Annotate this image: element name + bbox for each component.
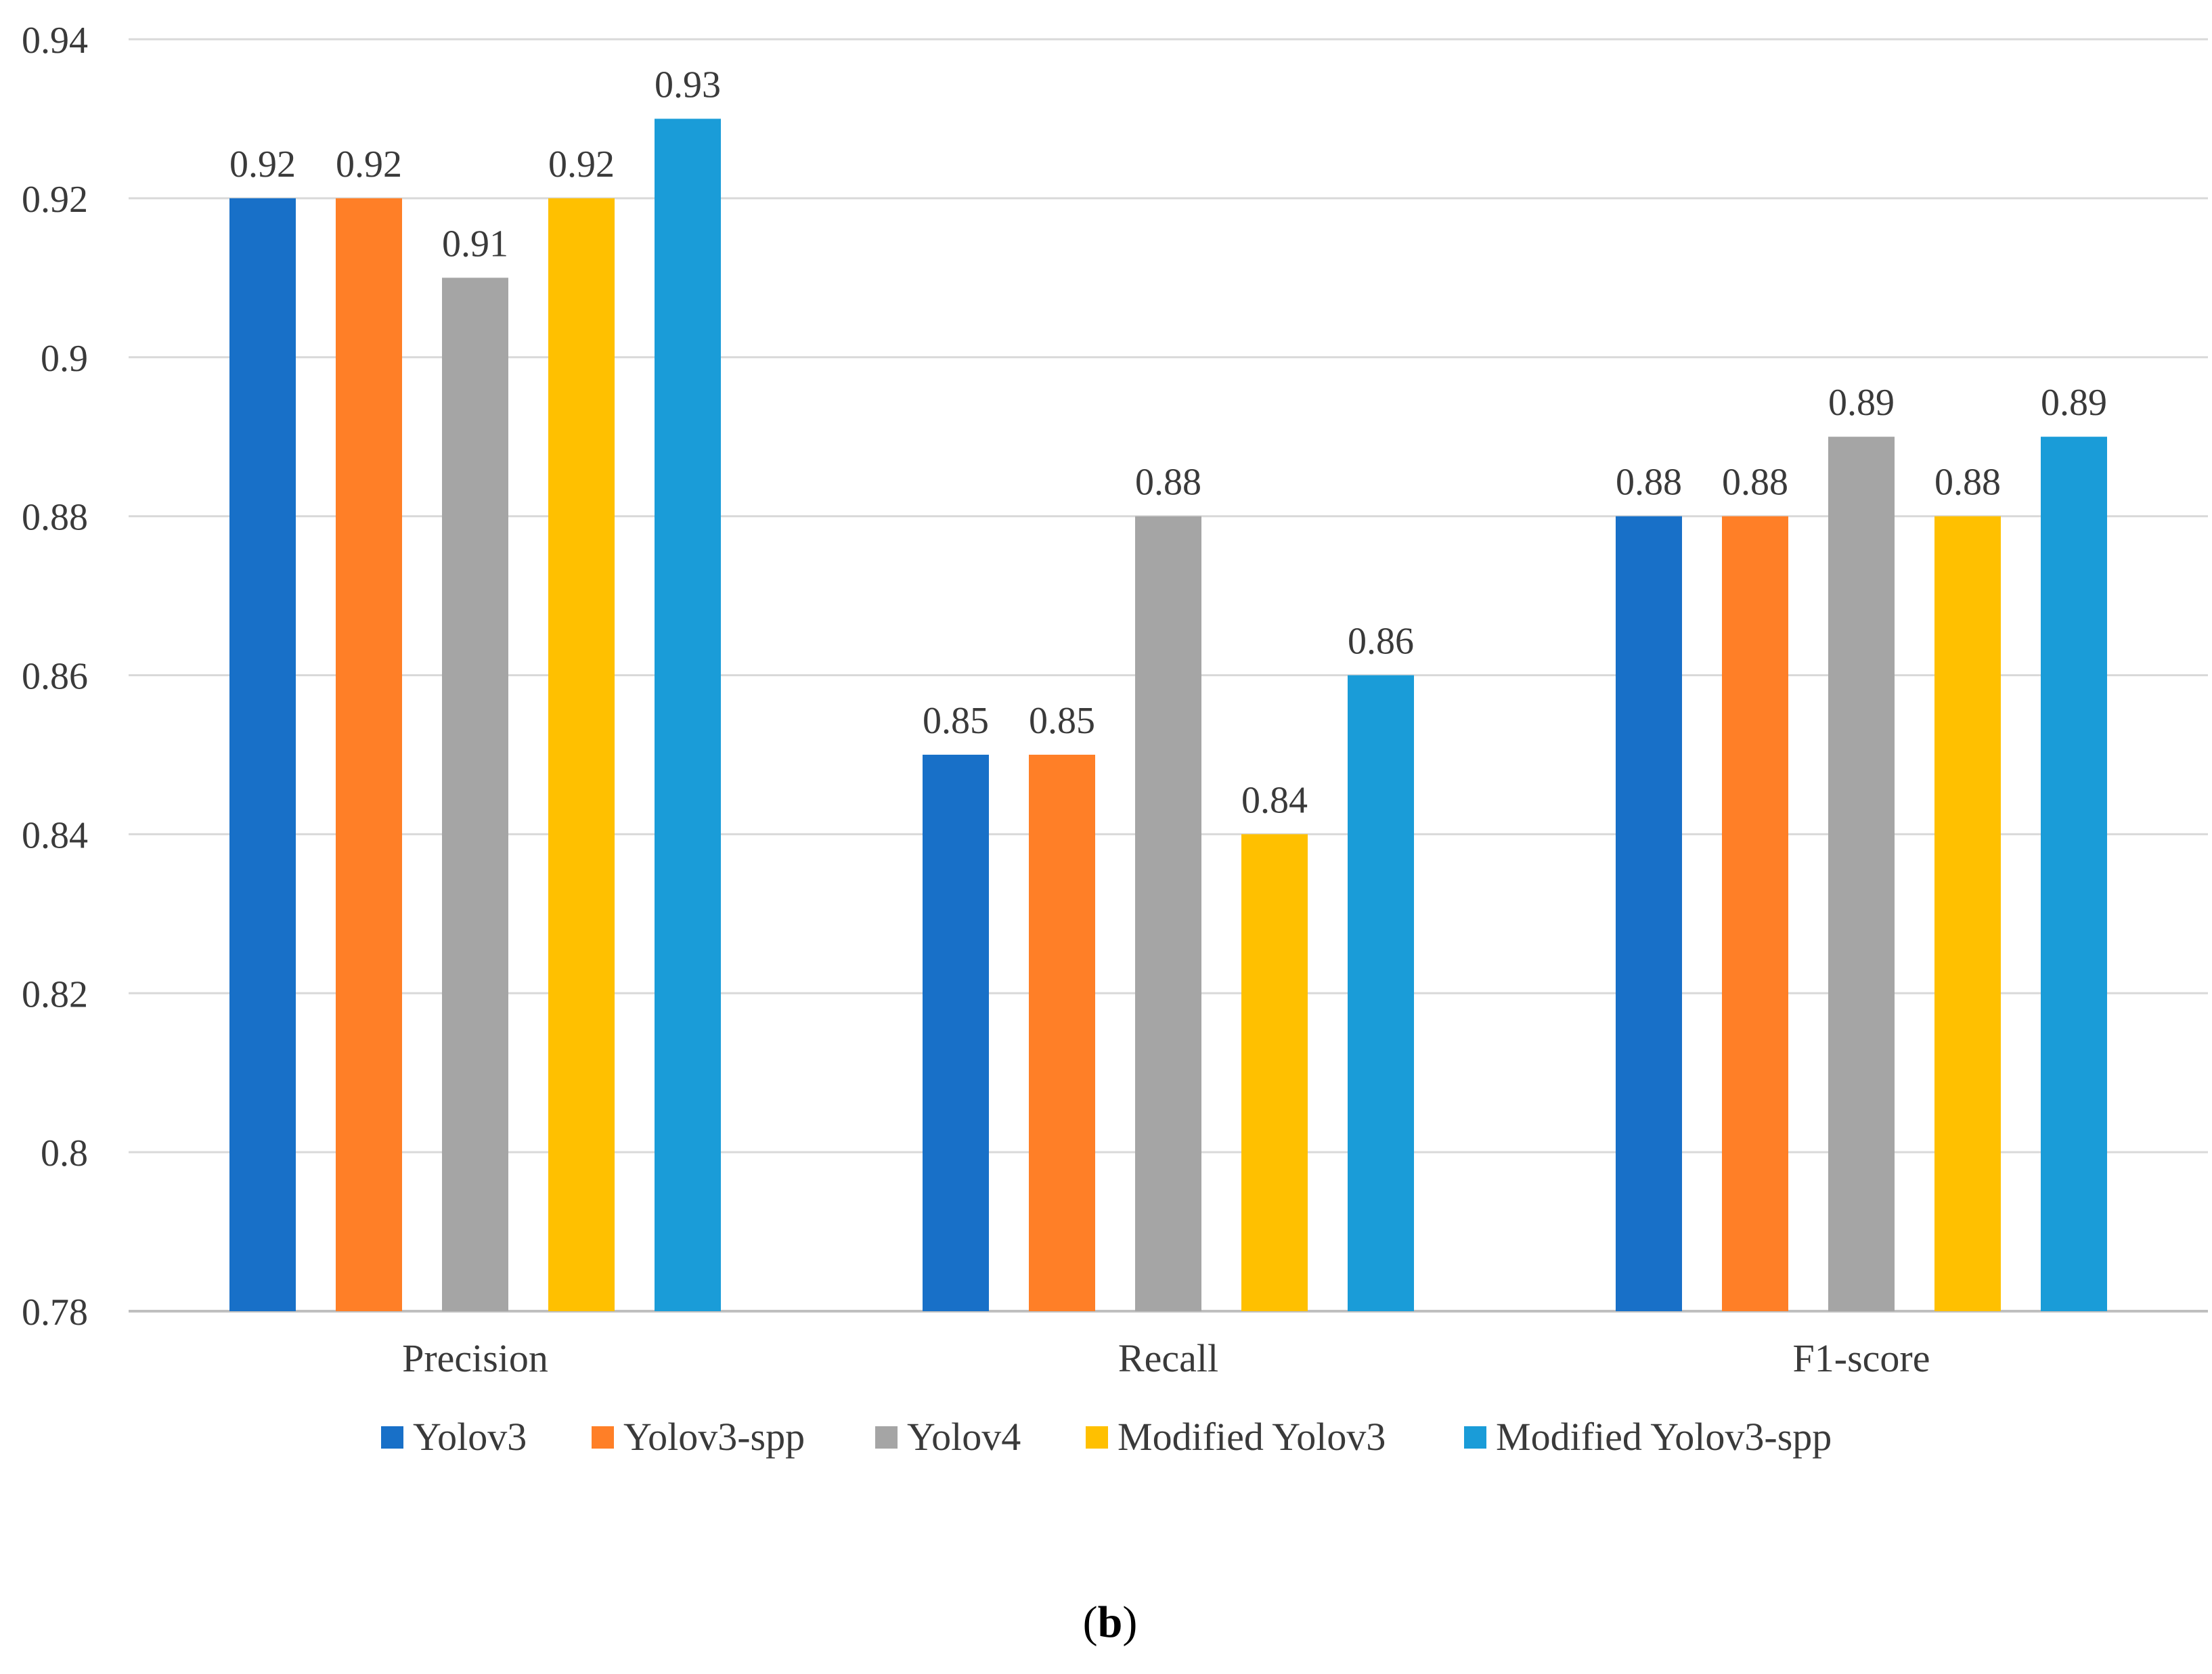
legend-label: Yolov3-spp [623,1415,805,1459]
legend-label: Modified Yolov3 [1118,1415,1386,1459]
data-label: 0.93 [655,64,721,106]
y-tick-label: 0.84 [22,814,88,856]
caption-open-paren: ( [1083,1598,1098,1647]
y-tick-label: 0.78 [22,1292,88,1334]
x-category-label: F1-score [1793,1336,1930,1380]
caption-close-paren: ) [1122,1598,1137,1647]
bar-yolov3-spp-recall [1029,754,1095,1311]
data-label: 0.92 [548,144,615,185]
y-tick-label: 0.8 [41,1132,88,1174]
data-label: 0.91 [442,223,508,265]
data-label: 0.89 [1828,382,1895,424]
data-label: 0.84 [1241,779,1308,821]
bar-yolov3-f1-score [1616,516,1682,1311]
y-axis-tick-labels: 0.78 0.8 0.82 0.84 0.86 0.88 0.9 0.92 0.94 [22,20,88,1334]
data-label: 0.88 [1934,462,2001,504]
bar-modified-yolov3-recall [1241,834,1308,1311]
y-tick-label: 0.9 [41,338,88,380]
x-category-label: Precision [402,1336,548,1380]
data-label: 0.88 [1616,462,1682,504]
data-label: 0.92 [336,144,402,185]
y-tick-label: 0.86 [22,656,88,698]
data-label: 0.85 [923,700,989,742]
legend-swatch [1464,1426,1486,1449]
x-category-label: Recall [1118,1336,1218,1380]
legend: Yolov3 Yolov3-spp Yolov4 Modified Yolov3 Mod… [381,1415,1832,1459]
data-label: 0.89 [2041,382,2107,424]
bar-modified-yolov3-spp-precision [655,118,721,1311]
legend-swatch [875,1426,898,1449]
bar-yolov4-f1-score [1828,437,1895,1311]
y-tick-label: 0.92 [22,179,88,221]
bar-yolov3-recall [923,754,989,1311]
legend-swatch [592,1426,614,1449]
bar-yolov4-precision [442,278,508,1311]
legend-swatch [381,1426,403,1449]
bar-modified-yolov3-spp-recall [1348,675,1414,1311]
legend-swatch [1086,1426,1108,1449]
legend-label: Yolov4 [907,1415,1021,1459]
bar-yolov4-recall [1135,516,1201,1311]
y-tick-label: 0.88 [22,497,88,539]
data-label: 0.88 [1722,462,1788,504]
data-label: 0.86 [1348,621,1414,663]
data-label: 0.92 [229,144,296,185]
data-label: 0.85 [1029,700,1095,742]
figure-caption: (b) [1083,1598,1138,1647]
bar-modified-yolov3-spp-f1-score [2041,437,2107,1311]
y-tick-label: 0.94 [22,20,88,62]
caption-letter: b [1098,1598,1123,1647]
y-tick-label: 0.82 [22,973,88,1015]
x-axis-category-labels: Precision Recall F1-score [402,1336,1930,1380]
data-labels: 0.92 0.92 0.91 0.92 0.93 0.85 0.85 0.88 0.84 0.86… [229,64,2107,821]
bar-yolov3-spp-precision [336,198,402,1311]
bar-modified-yolov3-precision [548,198,615,1311]
bar-modified-yolov3-f1-score [1934,516,2001,1311]
bar-yolov3-spp-f1-score [1722,516,1788,1311]
legend-label: Yolov3 [413,1415,527,1459]
legend-label: Modified Yolov3-spp [1496,1415,1832,1459]
data-label: 0.88 [1135,462,1201,504]
bar-yolov3-precision [229,198,296,1311]
bars [229,118,2107,1311]
